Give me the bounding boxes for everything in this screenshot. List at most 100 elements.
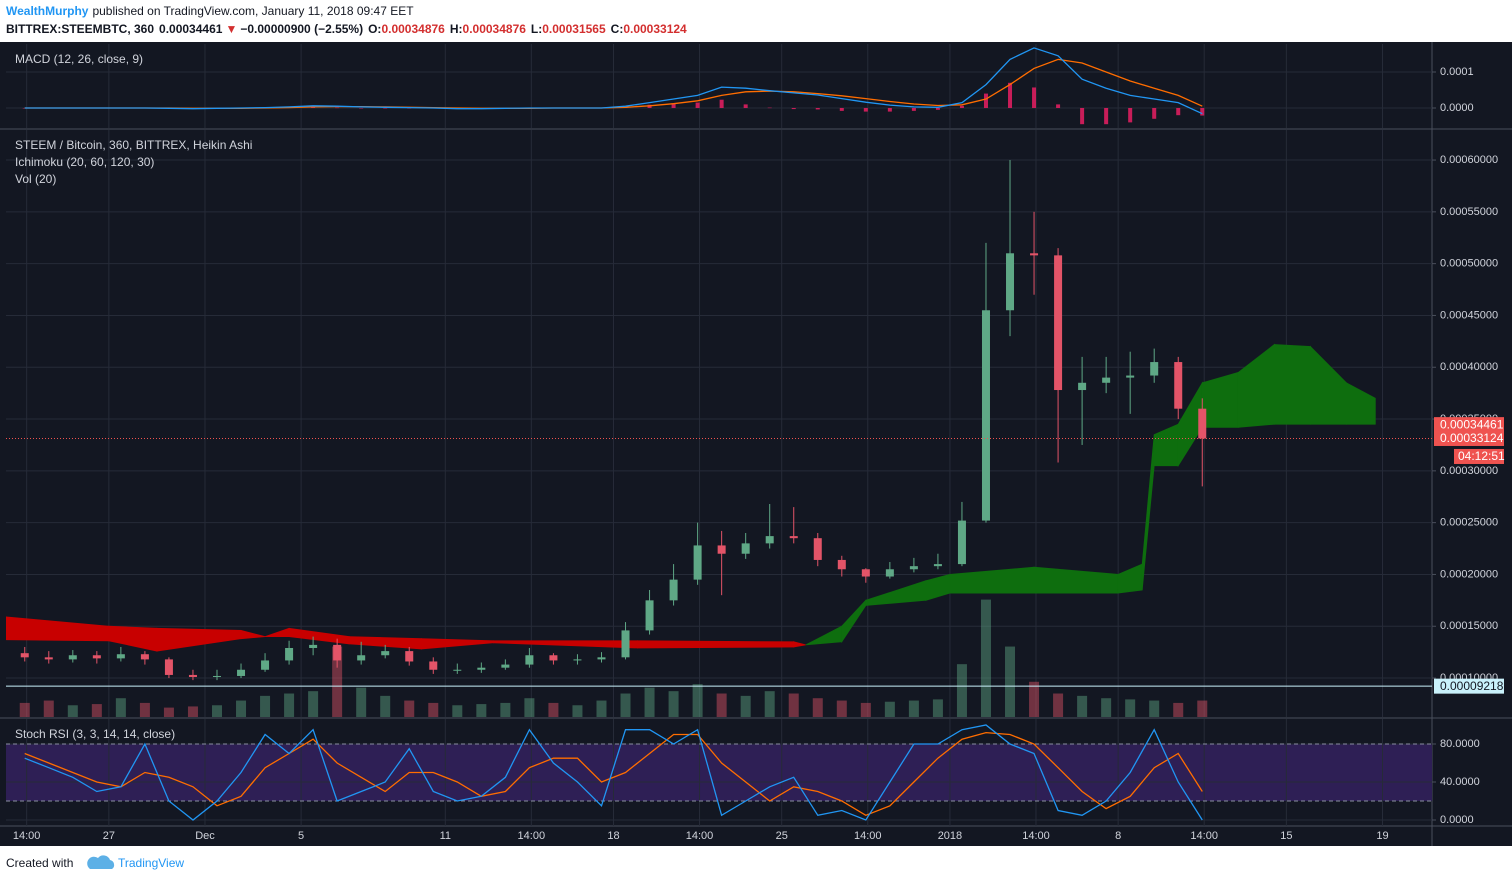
macd-histogram-bar	[887, 107, 892, 112]
candle-body	[837, 559, 846, 570]
macd-histogram-bar	[335, 107, 340, 109]
ichimoku-cloud	[793, 641, 806, 648]
candle-body	[549, 655, 558, 661]
candle-body	[981, 310, 990, 521]
candle-body	[381, 651, 390, 656]
macd-histogram-bar	[1200, 107, 1205, 116]
stoch-k-line	[24, 724, 1203, 821]
y-tick-label: 0.0001	[1440, 66, 1474, 78]
x-tick-label: Dec	[195, 830, 215, 842]
header-line-1: WealthMurphy published on TradingView.com…	[6, 4, 414, 18]
candle-body	[429, 661, 438, 670]
candle-body	[909, 566, 918, 570]
volume-bar	[668, 691, 679, 717]
x-tick-label: 18	[607, 830, 619, 842]
volume-bar	[860, 702, 871, 717]
candle-body	[813, 538, 822, 560]
x-tick-label: 11	[440, 830, 451, 842]
pane	[6, 719, 1432, 826]
volume-bar	[908, 700, 919, 717]
y-tick-label: 0.00015000	[1440, 620, 1498, 632]
high-value: 0.00034876	[463, 22, 527, 36]
volume-bar	[1125, 699, 1136, 717]
candle-body	[933, 564, 942, 567]
macd-histogram-bar	[1080, 107, 1085, 125]
candle-body	[693, 545, 702, 580]
stoch-band	[6, 743, 1432, 802]
candle-body	[741, 543, 750, 554]
ichimoku-cloud	[637, 640, 795, 649]
volume-bar	[836, 700, 847, 717]
symbol: BITTREX:STEEMBTC, 360	[6, 22, 154, 36]
candle-body	[140, 654, 149, 660]
countdown-box	[1454, 448, 1504, 464]
macd-histogram-bar	[935, 107, 940, 110]
tradingview-logo[interactable]	[87, 855, 115, 869]
price-label: 0.00034461	[1440, 417, 1504, 431]
candle-body	[597, 657, 606, 660]
volume-bar	[115, 698, 126, 717]
x-tick-label: 14:00	[854, 830, 882, 842]
y-tick-label: 0.0000	[1440, 102, 1474, 114]
macd-histogram-bar	[743, 104, 748, 108]
volume-bar	[163, 707, 174, 717]
volume-bar	[500, 702, 511, 717]
volume-bar	[620, 693, 631, 717]
volume-bar	[692, 684, 703, 717]
y-tick-label: 0.00060000	[1440, 154, 1498, 166]
close-label: C:	[611, 22, 624, 36]
macd-histogram-bar	[863, 107, 868, 112]
candle-body	[116, 654, 125, 659]
footer-brand[interactable]: TradingView	[118, 856, 184, 870]
author[interactable]: WealthMurphy	[6, 4, 89, 18]
volume-bar	[812, 698, 823, 717]
macd-histogram-bar	[1056, 104, 1061, 108]
price-label-box	[1434, 430, 1504, 446]
x-tick-label: 5	[298, 830, 304, 842]
high-label: H:	[450, 22, 463, 36]
y-tick-label: 0.00020000	[1440, 568, 1498, 580]
volume-bar	[788, 693, 799, 717]
macd-histogram-bar	[1008, 82, 1013, 108]
macd-histogram-bar	[959, 105, 964, 108]
price-label-box	[1434, 417, 1504, 433]
x-tick-label: 25	[776, 830, 788, 842]
price-label: 0.00009218	[1440, 679, 1504, 693]
macd-histogram-bar	[671, 103, 676, 108]
volume-bar	[764, 691, 775, 717]
y-tick-label: 0.00055000	[1440, 206, 1498, 218]
pane-title: Stoch RSI (3, 3, 14, 14, close)	[15, 727, 175, 741]
macd-histogram-bar	[983, 93, 988, 108]
footer-created: Created with	[6, 856, 73, 870]
pane	[6, 130, 1432, 717]
header-line-2: BITTREX:STEEMBTC, 360 0.00034461 ▼ −0.00000…	[6, 22, 687, 36]
volume-bar	[644, 687, 655, 717]
candle-body	[477, 667, 486, 670]
x-tick-label: 27	[103, 830, 115, 842]
candle-body	[285, 648, 294, 661]
x-tick-label: 14:00	[686, 830, 714, 842]
candle-body	[645, 600, 654, 631]
volume-bar	[572, 705, 583, 717]
volume-bar	[187, 706, 198, 717]
volume-bar	[596, 700, 607, 717]
candle-body	[92, 655, 101, 659]
volume-bar	[43, 700, 54, 717]
price-label-box	[1434, 678, 1504, 694]
macd-histogram-bar	[815, 107, 820, 110]
low-value: 0.00031565	[542, 22, 606, 36]
candle-body	[188, 674, 197, 678]
macd-histogram-bar	[719, 99, 724, 108]
candle-body	[621, 630, 630, 658]
volume-bar	[884, 701, 895, 717]
volume-bar	[211, 705, 222, 717]
candle-body	[309, 644, 318, 649]
candle-body	[1102, 377, 1111, 383]
candle-body	[1126, 375, 1135, 378]
macd-histogram-bar	[1152, 107, 1157, 119]
pane-title: STEEM / Bitcoin, 360, BITTREX, Heikin As…	[15, 138, 252, 152]
candle-body	[765, 536, 774, 544]
x-tick-label: 14:00	[1022, 830, 1050, 842]
close-value: 0.00033124	[623, 22, 687, 36]
volume-bar	[308, 691, 319, 717]
